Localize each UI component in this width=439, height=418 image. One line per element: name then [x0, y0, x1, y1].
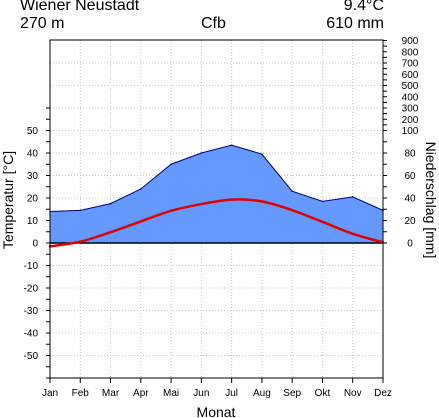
x-axis-label: Monat	[197, 404, 236, 418]
right-tick-label: 800	[402, 47, 419, 58]
left-tick-label: 40	[27, 149, 39, 160]
left-tick-label: 0	[32, 239, 38, 250]
right-tick-label: 300	[402, 104, 419, 115]
station-elevation: 270 m	[20, 15, 65, 32]
temperature-line	[48, 198, 385, 248]
left-tick-label: -40	[24, 329, 39, 340]
precipitation-point	[351, 196, 354, 198]
precipitation-point	[261, 153, 263, 155]
annual-precipitation: 610 mm	[326, 15, 384, 32]
x-tick-label: Feb	[72, 388, 90, 399]
x-tick-label: Mai	[163, 388, 179, 399]
x-tick-label: Sep	[283, 388, 301, 399]
temperature-point	[351, 232, 354, 235]
precipitation-area	[50, 145, 383, 243]
climate-classification: Cfb	[201, 15, 226, 32]
x-tick-label: Nov	[344, 388, 362, 399]
temperature-point	[139, 220, 142, 223]
right-tick-label: 600	[402, 70, 419, 81]
x-tick-label: Jul	[225, 388, 238, 399]
right-tick-label: 500	[402, 81, 419, 92]
x-tick-label: Jan	[42, 388, 58, 399]
left-tick-label: -10	[24, 261, 39, 272]
temperature-point	[230, 198, 233, 201]
temperature-point	[79, 240, 82, 243]
left-tick-label: 30	[27, 171, 39, 182]
precipitation-series	[49, 144, 384, 243]
x-tick-label: Okt	[315, 388, 331, 399]
precipitation-point	[170, 163, 172, 166]
precipitation-point	[200, 152, 203, 154]
left-tick-label: 10	[27, 216, 39, 227]
precipitation-point	[291, 190, 293, 193]
precipitation-point	[230, 144, 233, 146]
right-tick-label: 0	[407, 239, 413, 250]
right-tick-label: 60	[404, 171, 416, 182]
left-tick-label: -30	[24, 306, 39, 317]
x-tick-label: Apr	[133, 388, 149, 399]
station-name: Wiener Neustadt	[20, 0, 140, 14]
right-tick-label: 200	[402, 115, 419, 126]
precipitation-point	[79, 209, 82, 212]
right-tick-label: 80	[404, 149, 416, 160]
x-tick-label: Jun	[193, 388, 209, 399]
x-tick-label: Dez	[374, 388, 392, 399]
left-tick-label: -50	[24, 351, 39, 362]
left-tick-label: 50	[27, 126, 39, 137]
temperature-point	[200, 203, 203, 206]
x-tick-label: Aug	[253, 388, 271, 399]
right-tick-label: 900	[402, 36, 419, 47]
annual-temperature: 9.4°C	[343, 0, 384, 14]
temperature-point	[321, 220, 324, 223]
right-tick-label: 700	[402, 59, 419, 70]
right-tick-label: 100	[402, 126, 419, 137]
right-tick-label: 400	[402, 92, 419, 103]
temperature-point	[109, 231, 112, 234]
left-tick-label: -20	[24, 284, 39, 295]
precipitation-point	[140, 188, 142, 190]
x-tick-label: Mar	[102, 388, 120, 399]
precipitation-line	[49, 144, 384, 212]
temperature-point	[260, 200, 263, 203]
right-tick-label: 40	[404, 194, 416, 205]
axis-ticks: 50403020100-10-20-30-40-5090080070060050…	[24, 36, 419, 399]
left-tick-label: 20	[27, 194, 39, 205]
temperature-point	[170, 209, 173, 212]
y-axis-right-label: Niederschlag [mm]	[423, 142, 439, 259]
y-axis-left-label: Temperatur [°C]	[0, 151, 16, 249]
precipitation-point	[321, 200, 324, 203]
temperature-point	[291, 209, 294, 212]
precipitation-point	[109, 202, 112, 205]
right-tick-label: 20	[404, 216, 416, 227]
